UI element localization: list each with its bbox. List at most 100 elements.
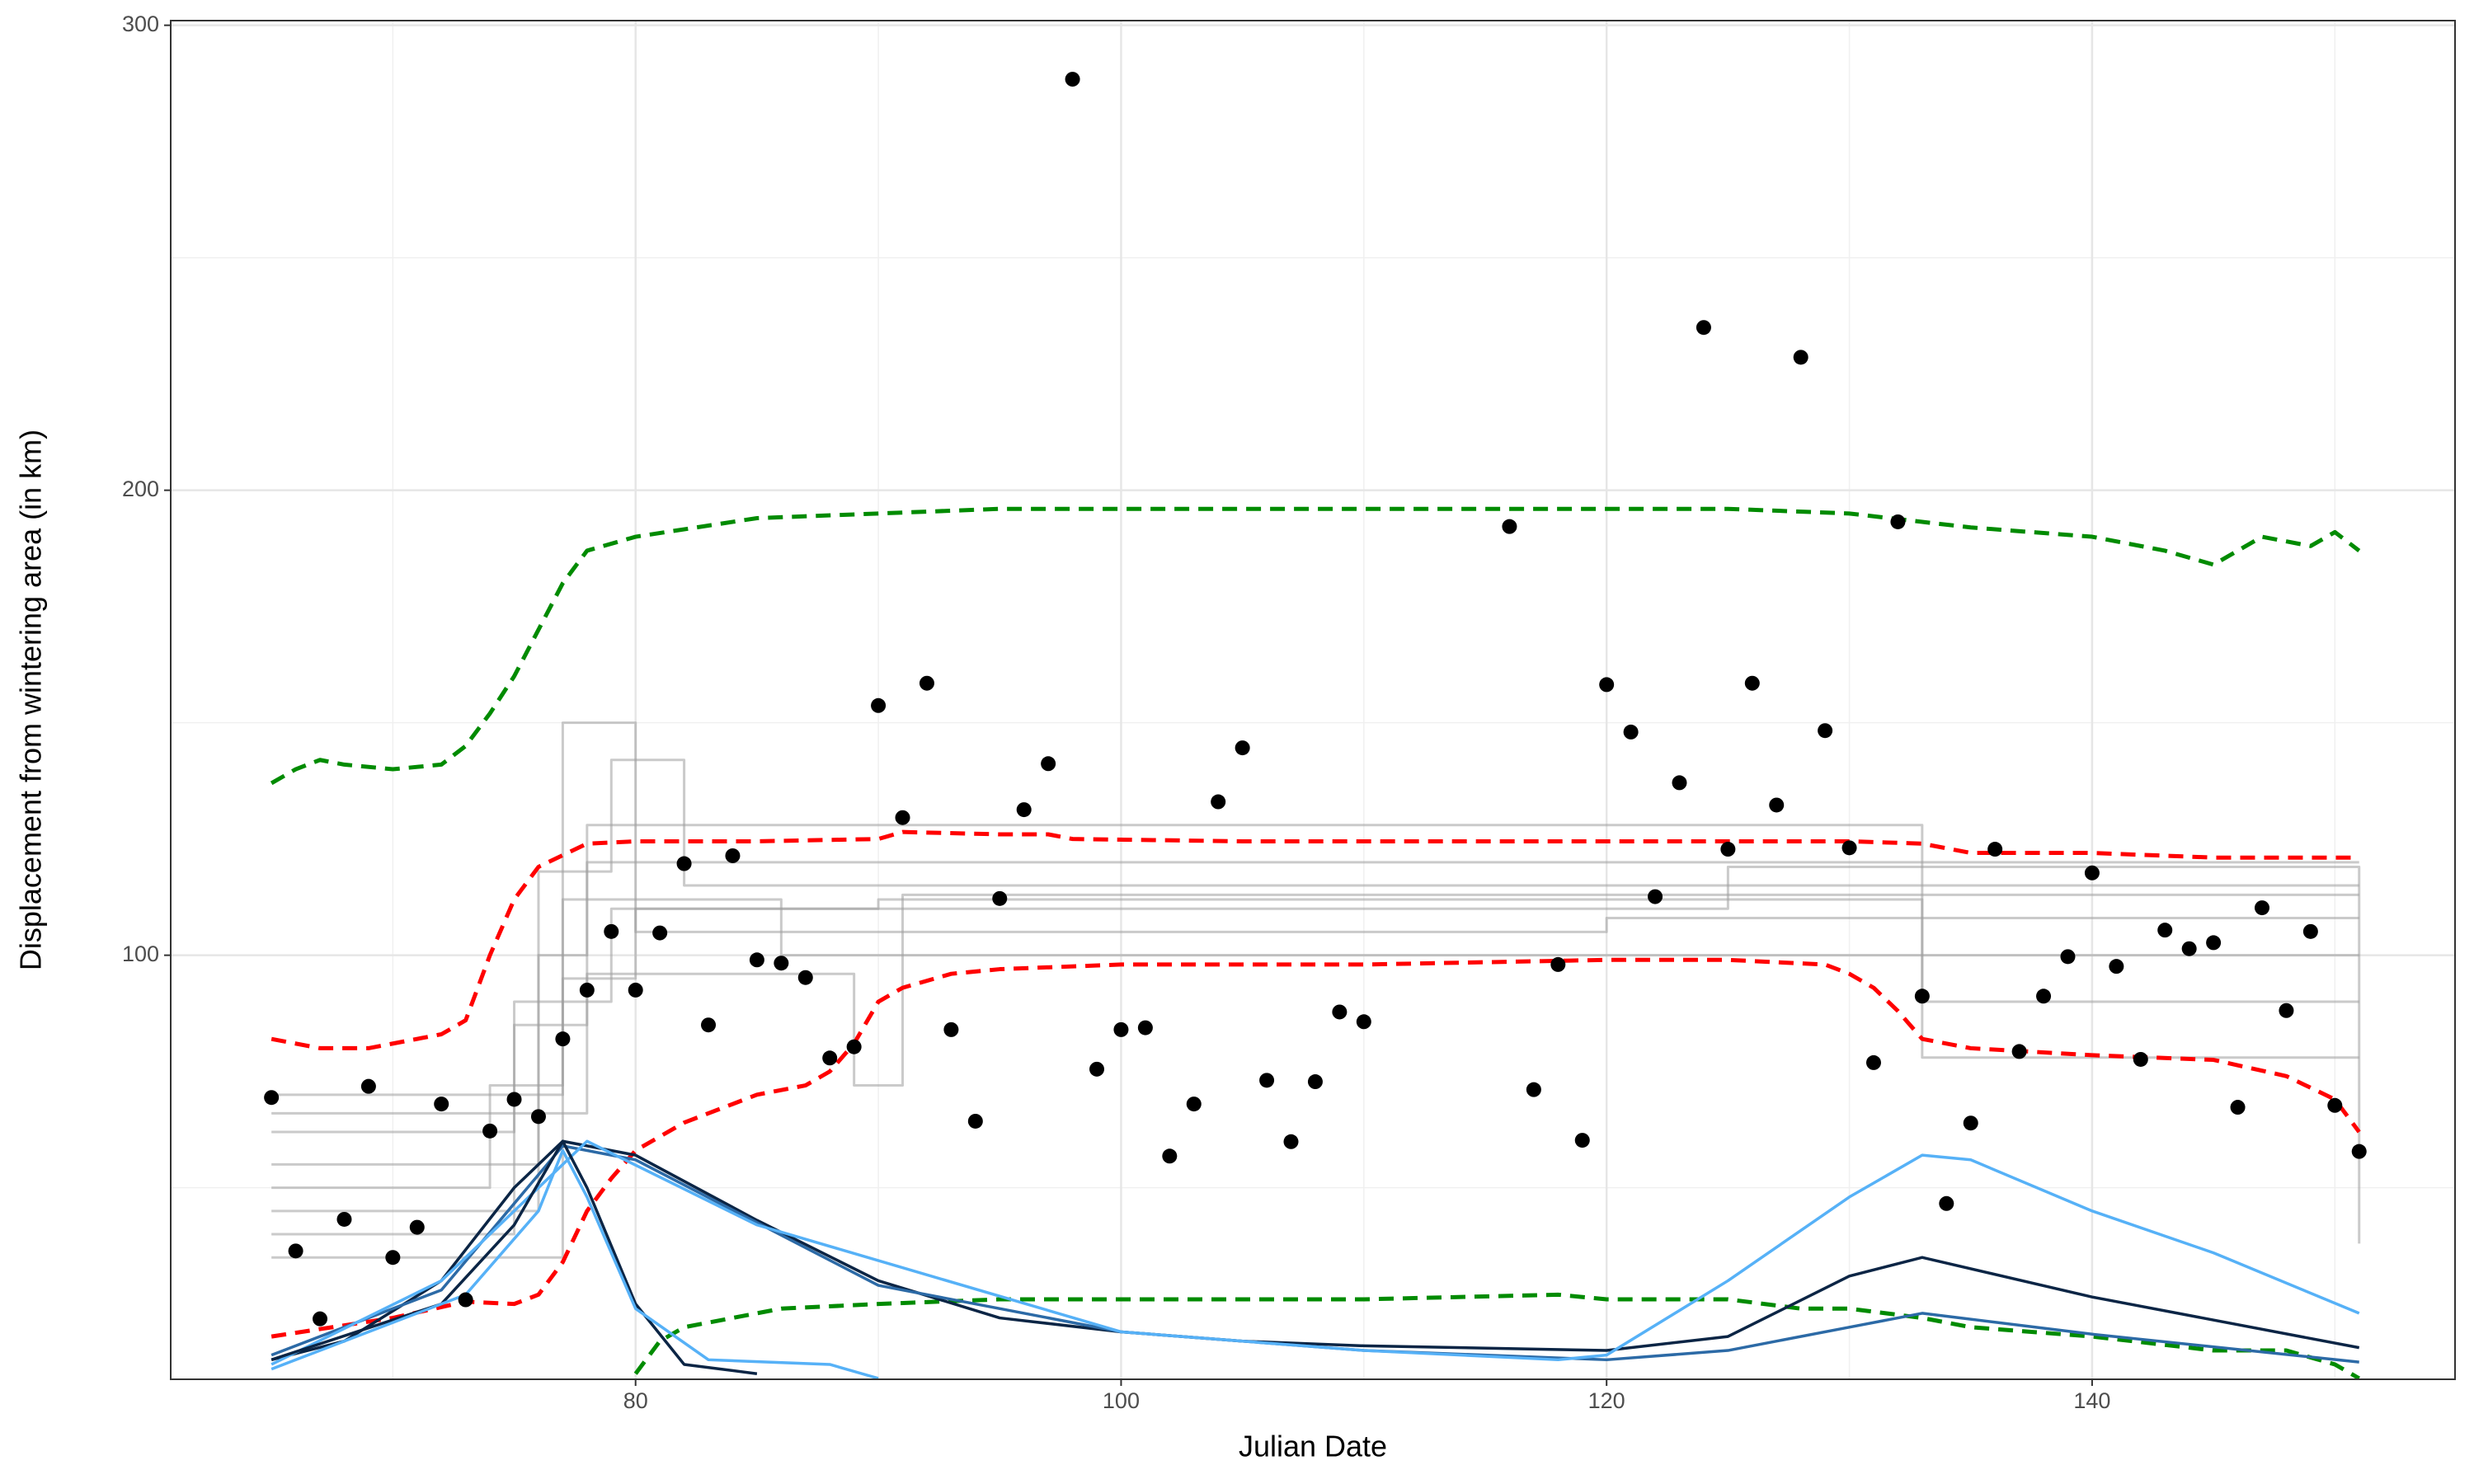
x-tick-label: 140 <box>2073 1388 2110 1413</box>
data-point <box>1089 1061 1105 1077</box>
data-point <box>336 1211 352 1227</box>
data-point <box>1744 675 1760 691</box>
data-point <box>288 1243 303 1259</box>
data-point <box>555 1031 571 1047</box>
data-point <box>1502 519 1517 534</box>
data-point <box>1235 740 1250 756</box>
data-point <box>1526 1082 1541 1097</box>
plot-area <box>264 72 2367 1379</box>
density-curve <box>270 1139 2360 1366</box>
data-point <box>2084 865 2100 881</box>
data-point <box>434 1097 449 1112</box>
data-point <box>749 952 764 968</box>
data-point <box>1623 724 1639 740</box>
data-point <box>774 956 789 971</box>
data-point <box>895 810 910 825</box>
data-point <box>1720 842 1736 857</box>
data-point <box>871 697 887 713</box>
data-point <box>2157 923 2173 938</box>
data-point <box>846 1039 862 1054</box>
data-point <box>1041 756 1056 772</box>
data-point <box>604 923 619 939</box>
density-curve <box>270 1139 2360 1362</box>
data-point <box>313 1311 328 1327</box>
data-point <box>1186 1097 1202 1112</box>
data-point <box>2279 1003 2294 1018</box>
data-point <box>360 1078 376 1094</box>
data-point <box>2036 989 2052 1004</box>
data-point <box>1890 514 1906 529</box>
data-point <box>652 925 668 941</box>
data-point <box>1550 956 1566 972</box>
y-tick-label: 100 <box>122 942 159 966</box>
data-point <box>797 970 813 985</box>
data-point <box>1939 1195 1954 1211</box>
density-curve <box>270 1148 879 1379</box>
dashed-line <box>270 506 2361 786</box>
dashed-line <box>270 957 2361 1339</box>
data-point <box>1865 1054 1881 1070</box>
data-point <box>1065 72 1080 87</box>
axes: 80 100 120 140 100 200 300 <box>122 12 2111 1413</box>
data-point <box>1162 1148 1178 1164</box>
y-tick-label: 300 <box>122 12 159 36</box>
data-point <box>1696 320 1711 336</box>
x-tick-label: 80 <box>623 1388 648 1413</box>
data-point <box>2254 900 2269 916</box>
data-point <box>919 675 934 691</box>
x-tick-label: 120 <box>1588 1388 1625 1413</box>
data-point <box>2181 941 2197 956</box>
step-line <box>271 865 2361 1259</box>
data-point <box>1356 1014 1371 1030</box>
data-point <box>2351 1144 2367 1159</box>
x-axis-title: Julian Date <box>1239 1430 1387 1463</box>
data-point <box>530 1109 546 1125</box>
data-point <box>1259 1073 1275 1088</box>
data-point <box>1963 1115 1978 1131</box>
data-point <box>458 1292 473 1308</box>
data-point <box>2327 1097 2343 1113</box>
data-point <box>628 982 643 998</box>
data-point <box>701 1017 717 1033</box>
data-point <box>385 1250 401 1266</box>
data-point <box>1914 989 1930 1004</box>
data-point <box>725 848 741 863</box>
data-point <box>1016 802 1032 818</box>
data-point <box>676 856 692 871</box>
data-point <box>2302 923 2318 939</box>
density-curve <box>270 1139 758 1375</box>
data-point <box>506 1092 522 1107</box>
data-point <box>1574 1133 1590 1148</box>
data-point <box>1769 797 1785 813</box>
data-point <box>1599 677 1615 693</box>
data-point <box>1283 1134 1299 1149</box>
data-point <box>1841 840 1857 856</box>
dashed-line <box>270 829 2359 1050</box>
data-point <box>1987 842 2003 857</box>
data-point <box>2011 1044 2027 1059</box>
data-point <box>1113 1021 1129 1037</box>
data-point <box>409 1219 425 1235</box>
data-point <box>1307 1074 1323 1090</box>
panel-border <box>170 20 2456 1380</box>
data-point <box>1648 889 1663 904</box>
step-line <box>271 721 2359 1097</box>
data-point <box>1137 1020 1153 1036</box>
data-point <box>1818 723 1833 739</box>
data-point <box>1793 350 1808 365</box>
data-point <box>579 982 595 998</box>
data-point <box>1672 775 1687 791</box>
data-point <box>1211 794 1226 810</box>
data-point <box>992 890 1008 906</box>
y-axis-title: Displacement from wintering area (in km) <box>14 430 48 970</box>
data-point <box>822 1050 838 1066</box>
data-point <box>2206 935 2222 951</box>
data-point <box>2109 959 2124 974</box>
y-tick-label: 200 <box>122 477 159 501</box>
data-point <box>2133 1051 2148 1067</box>
data-point <box>2230 1100 2246 1115</box>
data-point <box>2060 949 2076 965</box>
dashed-line <box>633 1292 2360 1379</box>
